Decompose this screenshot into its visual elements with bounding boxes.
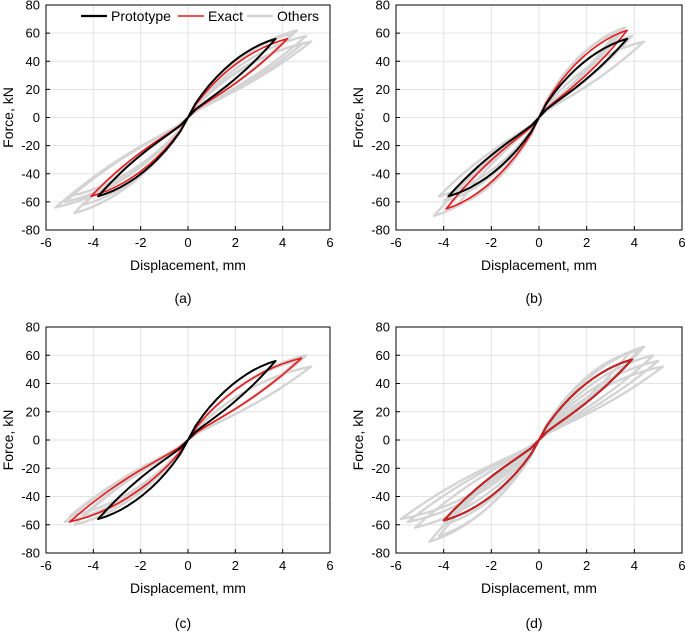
x-tick-label: 2 [583,558,590,573]
y-tick-label: 0 [383,433,390,448]
y-tick-label: -80 [371,223,390,238]
x-tick-label: -2 [135,235,147,250]
y-tick-label: 80 [26,0,40,13]
y-tick-label: -60 [21,517,40,532]
series-exact-loop [442,358,633,522]
y-tick-label: 80 [26,320,40,335]
x-tick-label: -6 [390,235,402,250]
x-tick-label: -2 [486,235,498,250]
y-tick-label: -40 [371,489,390,504]
y-tick-label: 60 [376,348,390,363]
x-tick-label: 0 [184,558,191,573]
series-others-loop [442,348,641,526]
x-tick-label: -4 [438,558,450,573]
y-axis-label: Force, kN [350,410,366,471]
y-tick-label: 80 [376,0,390,13]
x-tick-label: 0 [535,558,542,573]
series-others-loop [456,34,634,206]
series-exact-loop [445,29,629,210]
legend-label: Prototype [111,8,171,24]
y-tick-label: -20 [21,138,40,153]
series-others-loop [68,31,294,198]
panel-label: (b) [525,290,542,306]
x-axis-label: Displacement, mm [130,257,246,273]
series-exact-loop [68,357,303,523]
y-tick-label: 40 [26,376,40,391]
x-tick-label: 6 [678,235,685,250]
y-tick-label: 0 [33,433,40,448]
y-tick-label: 20 [376,404,390,419]
y-tick-label: 40 [376,376,390,391]
panel-label: (d) [525,615,542,631]
y-axis-label: Force, kN [0,410,16,471]
x-tick-label: -6 [390,558,402,573]
y-tick-label: 20 [376,82,390,97]
y-tick-label: -20 [371,461,390,476]
y-tick-label: -20 [371,138,390,153]
chart-panel-1: -6 -4 -2 0 2 4 6806040200-20-40-60-80Displacem… [0,0,334,306]
x-tick-label: -4 [88,235,100,250]
y-tick-label: -80 [21,546,40,561]
y-tick-label: 40 [26,54,40,69]
x-axis-label: Displacement, mm [481,257,597,273]
x-tick-label: 0 [535,235,542,250]
x-tick-label: -6 [40,558,52,573]
x-tick-label: -4 [88,558,100,573]
y-tick-label: -60 [21,194,40,209]
series-prototype-loop [447,37,629,198]
series-others-loop [413,354,655,529]
x-tick-label: -2 [486,558,498,573]
y-tick-label: 20 [26,404,40,419]
x-axis-label: Displacement, mm [130,580,246,596]
chart-panel-4: -6 -4 -2 0 2 4 6806040200-20-40-60-80Displacem… [350,320,685,632]
y-tick-label: -60 [371,517,390,532]
y-tick-label: -20 [21,461,40,476]
series-prototype-loop [97,37,277,198]
chart-panel-3: -6 -4 -2 0 2 4 6806040200-20-40-60-80Displacem… [0,320,334,632]
x-tick-label: 4 [279,235,286,250]
x-axis-label: Displacement, mm [481,580,597,596]
x-tick-label: 0 [184,235,191,250]
y-tick-label: 0 [383,110,390,125]
y-tick-label: -80 [371,546,390,561]
y-tick-label: 40 [376,54,390,69]
y-tick-label: 60 [26,26,40,41]
x-tick-label: -6 [40,235,52,250]
y-tick-label: 60 [376,26,390,41]
y-tick-label: -40 [21,489,40,504]
series-exact-loop [90,37,289,198]
x-tick-label: 4 [279,558,286,573]
x-tick-label: 6 [326,235,333,250]
y-tick-label: -40 [21,166,40,181]
x-tick-label: 4 [631,558,638,573]
x-tick-label: -2 [135,558,147,573]
series-prototype-loop [97,359,277,521]
y-axis-label: Force, kN [0,87,16,148]
series-others-loop [437,40,646,198]
panel-label: (c) [175,615,191,631]
x-tick-label: -4 [438,235,450,250]
y-tick-label: -40 [371,166,390,181]
series-others-loop [406,365,665,524]
legend-label: Exact [208,8,243,24]
series-others-loop [68,365,313,518]
chart-panel-2: -6 -4 -2 0 2 4 6806040200-20-40-60-80Displacem… [350,0,685,306]
y-tick-label: -60 [371,194,390,209]
y-axis-label: Force, kN [350,87,366,148]
y-tick-label: 0 [33,110,40,125]
x-tick-label: 6 [678,558,685,573]
y-tick-label: 20 [26,82,40,97]
x-tick-label: 2 [232,558,239,573]
panel-label: (a) [174,290,191,306]
x-tick-label: 2 [232,235,239,250]
legend: Prototype Exact Others [81,8,319,24]
x-tick-label: 6 [326,558,333,573]
y-tick-label: 60 [26,348,40,363]
x-tick-label: 4 [631,235,638,250]
x-tick-label: 2 [583,235,590,250]
y-tick-label: 80 [376,320,390,335]
y-tick-label: -80 [21,223,40,238]
legend-label: Others [277,8,319,24]
